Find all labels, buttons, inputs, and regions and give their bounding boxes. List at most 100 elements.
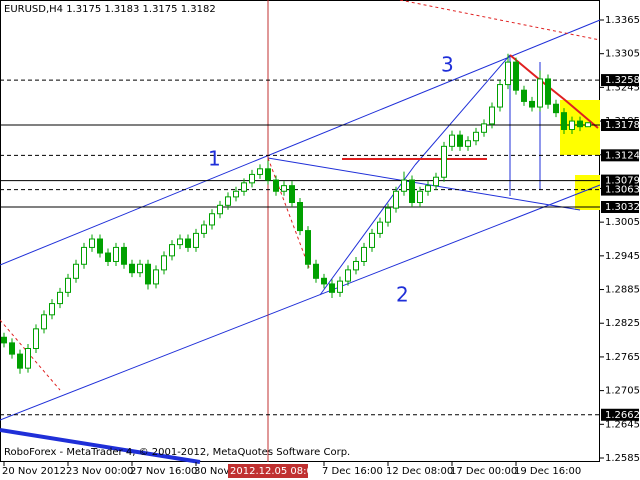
candle-body [273, 179, 279, 192]
red-path [509, 54, 599, 129]
candle-body [81, 246, 87, 265]
candle-body [193, 232, 199, 248]
candle-body [417, 190, 423, 203]
candle-body [57, 291, 63, 305]
candle-body [465, 140, 471, 147]
candle-body [337, 280, 343, 293]
level-label-bg [601, 183, 639, 196]
candle-body [329, 283, 335, 293]
candle-body [153, 269, 159, 285]
candle-body [497, 84, 503, 108]
candle-body [225, 196, 231, 206]
x-tick-label: 20 Nov 2012 [2, 466, 66, 477]
candle-body [473, 131, 479, 142]
level-label: 1.2662 [605, 410, 640, 421]
wave-line [414, 54, 511, 166]
y-tick-label: 1.2825 [605, 318, 640, 329]
red-solid [342, 54, 599, 160]
candle-body [241, 182, 247, 192]
candle-body [121, 246, 127, 265]
cursor-label-bg [228, 464, 308, 478]
candle-body [233, 190, 239, 198]
level-label-bg [601, 74, 639, 87]
y-tick-label: 1.2885 [605, 285, 640, 296]
price-axis [600, 0, 640, 480]
y-tick-label: 1.2765 [605, 352, 640, 363]
candle-body [305, 230, 311, 265]
candle-body [385, 207, 391, 223]
candle-body [105, 252, 111, 262]
level-label: 1.3079 [605, 176, 640, 187]
y-tick-label: 1.3365 [605, 15, 640, 26]
candle-body [513, 61, 519, 91]
candle-body [49, 303, 55, 316]
candle-body [137, 263, 143, 274]
y-tick-label: 1.2945 [605, 251, 640, 262]
candle-body [377, 221, 383, 234]
candle-body [401, 179, 407, 192]
wave-label: 3 [441, 53, 454, 77]
candle-body [73, 263, 79, 279]
candle-body [41, 314, 47, 330]
candle-body [209, 213, 215, 226]
candle-body [145, 263, 151, 285]
level-label-bg [601, 119, 639, 132]
y-tick-label: 1.2705 [605, 386, 640, 397]
x-tick-label: 7 Dec 16:00 [322, 466, 383, 477]
candle-body [89, 238, 95, 248]
wave-line [319, 164, 416, 296]
candle-body [345, 269, 351, 282]
candle-body [265, 168, 271, 181]
x-tick-label: 27 Nov 16:00 [130, 466, 197, 477]
red-dashed [0, 0, 601, 391]
candle-body [169, 244, 175, 257]
candle-body [521, 89, 527, 102]
candle-body [569, 120, 575, 130]
level-label: 1.3063 [605, 185, 640, 196]
level-label-bg [601, 408, 639, 421]
candle-body [33, 328, 39, 350]
candle-body [25, 348, 31, 369]
candle-body [289, 185, 295, 203]
candle-body [433, 176, 439, 187]
x-tick-label: 19 Dec 16:00 [514, 466, 581, 477]
level-label-bg [601, 200, 639, 213]
level-label-bg [601, 149, 639, 162]
candle-body [313, 263, 319, 279]
candle-body [281, 185, 287, 192]
wave-label: 1 [208, 147, 221, 171]
footer: RoboForex - MetaTrader 4, © 2001-2012, M… [4, 447, 350, 458]
candle-body [505, 61, 511, 86]
red-dashed-line [267, 157, 311, 271]
y-tick-label: 1.2645 [605, 419, 640, 430]
candle-body [185, 238, 191, 248]
y-tick-label: 1.3005 [605, 217, 640, 228]
candle-body [1, 336, 7, 344]
candle-body [481, 123, 487, 133]
cursor-label: 2012.12.05 08:00 [230, 466, 319, 477]
candle-body [577, 120, 583, 128]
candle-body [177, 238, 183, 246]
channel-lines [0, 19, 601, 464]
chart-title: EURUSD,H4 1.3175 1.3183 1.3175 1.3182 [4, 4, 216, 15]
candle-body [561, 112, 567, 130]
level-label: 1.3258 [605, 75, 640, 86]
candle-body [393, 190, 399, 209]
candle-body [529, 100, 535, 108]
level-label: 1.3124 [605, 150, 640, 161]
level-label: 1.3178 [605, 120, 640, 131]
candle-body [217, 204, 223, 215]
candle-body [425, 185, 431, 192]
candle-body [545, 78, 551, 105]
candle-body [113, 246, 119, 262]
candle-body [353, 260, 359, 271]
candle-body [321, 277, 327, 285]
channel-line [0, 184, 601, 421]
candle-body [9, 342, 15, 355]
candle-body [65, 277, 71, 293]
wave-label: 2 [396, 283, 409, 307]
candle-body [257, 168, 263, 175]
candle-body [97, 238, 103, 254]
